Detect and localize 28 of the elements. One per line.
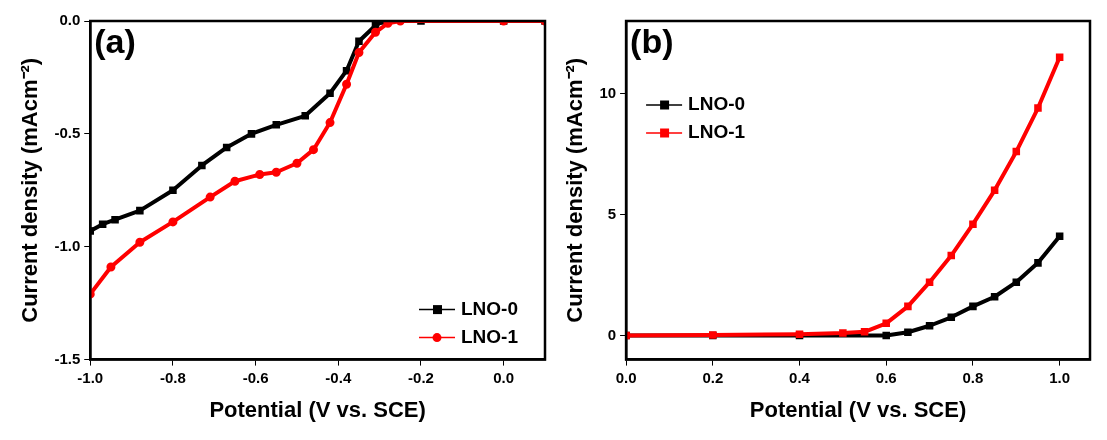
- x-tick-label: 0.6: [875, 368, 897, 386]
- y-tick-label: -0.5: [54, 124, 81, 142]
- legend-label: LNO-0: [461, 297, 518, 319]
- chart-title: (a): [94, 22, 136, 61]
- y-tick-label: -1.5: [54, 349, 81, 367]
- x-axis-title: Potential (V vs. SCE): [749, 396, 967, 422]
- y-axis-title: Current density (mAcm⁻²): [562, 57, 588, 323]
- x-tick-label: 0.8: [962, 368, 984, 386]
- y-axis-title: Current density (mAcm⁻²): [17, 57, 43, 323]
- y-tick-label: 10: [599, 83, 617, 101]
- legend-label: LNO-1: [461, 325, 519, 347]
- x-tick-label: -0.6: [242, 368, 269, 386]
- y-tick-label: 5: [607, 204, 617, 222]
- y-tick-label: -1.0: [54, 236, 81, 254]
- y-tick-label: 0.0: [59, 11, 81, 29]
- x-tick-label: -0.4: [325, 368, 352, 386]
- y-tick-label: 0: [607, 325, 617, 343]
- x-axis-title: Potential (V vs. SCE): [209, 396, 426, 422]
- legend-label: LNO-0: [688, 93, 746, 115]
- x-tick-label: 0.4: [789, 368, 811, 386]
- x-tick-label: -1.0: [77, 368, 104, 386]
- chart-title: (b): [630, 22, 674, 61]
- x-tick-label: -0.2: [408, 368, 434, 386]
- legend-label: LNO-1: [688, 121, 746, 143]
- x-tick-label: 0.2: [702, 368, 724, 386]
- x-tick-label: 0.0: [493, 368, 515, 386]
- x-tick-label: 1.0: [1049, 368, 1071, 386]
- x-tick-label: -0.8: [160, 368, 186, 386]
